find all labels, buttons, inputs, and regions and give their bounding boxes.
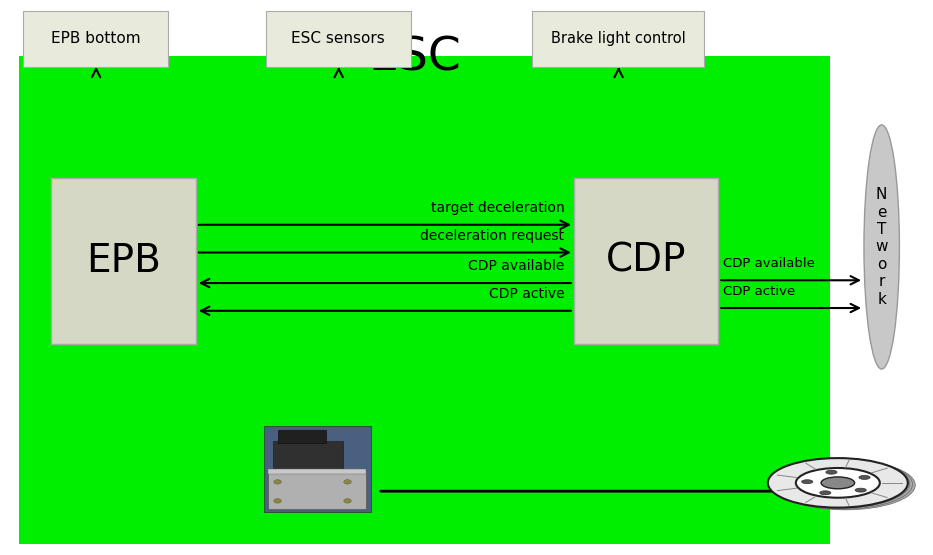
Circle shape [274, 480, 282, 484]
Text: EPB bottom: EPB bottom [50, 31, 141, 47]
Text: deceleration request: deceleration request [421, 229, 564, 243]
Circle shape [274, 498, 282, 503]
Ellipse shape [770, 458, 910, 508]
Ellipse shape [796, 468, 880, 498]
Text: target deceleration: target deceleration [431, 201, 564, 215]
Text: N
e
T
w
o
r
k: N e T w o r k [875, 187, 888, 307]
Ellipse shape [864, 125, 899, 369]
Text: EPB: EPB [86, 242, 161, 280]
Circle shape [344, 498, 352, 503]
Bar [264, 426, 371, 512]
Text: ESC: ESC [369, 36, 462, 80]
Ellipse shape [820, 491, 831, 495]
Circle shape [344, 480, 352, 484]
Text: Brake light control: Brake light control [550, 31, 686, 47]
Text: CDP: CDP [606, 242, 687, 280]
Bar [278, 430, 326, 443]
Bar [266, 11, 411, 67]
Ellipse shape [856, 488, 867, 492]
Ellipse shape [801, 480, 813, 484]
Text: CDP active: CDP active [489, 287, 564, 301]
Bar [23, 11, 168, 67]
Bar [269, 471, 366, 509]
Ellipse shape [775, 460, 915, 510]
Text: CDP active: CDP active [723, 285, 795, 298]
Bar [51, 178, 196, 344]
Bar [532, 11, 704, 67]
Ellipse shape [768, 458, 908, 508]
Ellipse shape [859, 476, 870, 480]
Bar [19, 56, 830, 544]
Bar [269, 469, 366, 474]
Ellipse shape [821, 477, 855, 489]
Ellipse shape [826, 470, 837, 474]
Text: CDP available: CDP available [468, 259, 564, 273]
Bar [273, 441, 342, 471]
Bar [574, 178, 718, 344]
Text: ESC sensors: ESC sensors [291, 31, 385, 47]
Ellipse shape [773, 460, 912, 509]
Text: CDP available: CDP available [723, 258, 815, 270]
